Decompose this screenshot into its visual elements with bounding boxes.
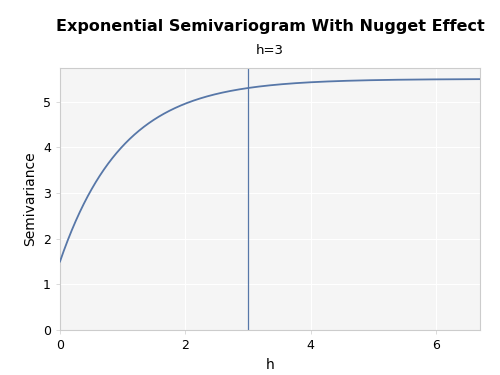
Y-axis label: Semivariance: Semivariance — [24, 152, 38, 246]
X-axis label: h: h — [266, 358, 274, 372]
Text: h=3: h=3 — [256, 44, 284, 57]
Text: Exponential Semivariogram With Nugget Effect: Exponential Semivariogram With Nugget Ef… — [56, 19, 484, 34]
